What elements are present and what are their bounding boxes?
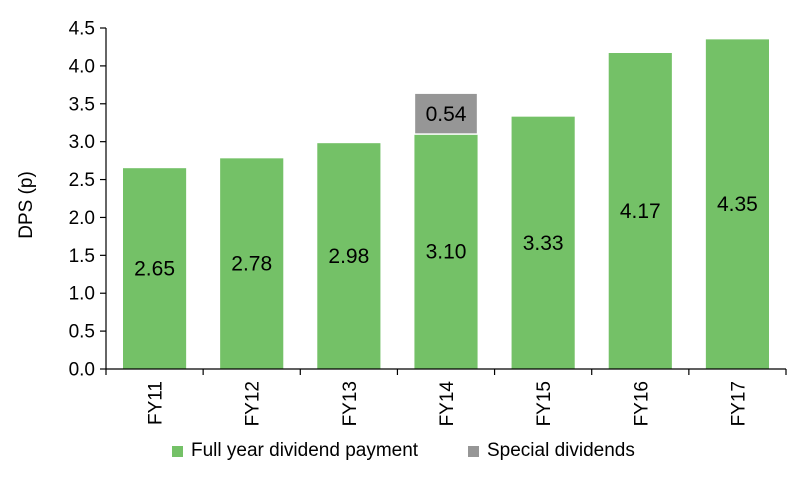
data-label: 2.98 — [328, 245, 369, 268]
y-tick-label: 1.0 — [69, 284, 95, 305]
data-label: 2.65 — [134, 258, 175, 281]
data-label: 4.35 — [717, 193, 758, 216]
legend-label: Special dividends — [487, 440, 635, 461]
data-label: 3.33 — [523, 232, 564, 255]
data-label: 3.10 — [426, 241, 467, 264]
x-tick-label: FY13 — [340, 381, 361, 426]
bar-full-year — [317, 143, 381, 369]
y-axis: 0.0 0.5 1.0 1.5 2.0 2.5 3.0 3.5 4.0 4.5 — [69, 19, 107, 381]
x-tick-label: FY16 — [631, 381, 652, 426]
y-tick-label: 2.0 — [69, 208, 95, 229]
y-tick-label: 4.0 — [69, 56, 95, 77]
legend-label: Full year dividend payment — [191, 440, 419, 461]
bar-full-year — [414, 134, 478, 369]
bar-special — [413, 92, 479, 135]
y-tick-label: 0.5 — [69, 322, 95, 343]
y-tick-label: 4.5 — [69, 19, 95, 40]
data-label: 4.17 — [620, 200, 661, 223]
bar-full-year — [123, 168, 187, 369]
x-tick-label: FY11 — [146, 381, 167, 425]
x-tick-label: FY12 — [243, 381, 264, 426]
x-tick-label: FY15 — [534, 381, 555, 426]
bar-full-year — [705, 39, 769, 369]
y-tick-label: 1.5 — [69, 246, 95, 267]
data-label: 2.78 — [231, 253, 272, 276]
y-axis-title: DPS (p) — [16, 171, 37, 239]
bar-full-year — [608, 53, 672, 370]
x-tick-label: FY14 — [437, 381, 458, 427]
bar-full-year — [220, 158, 284, 369]
legend-swatch — [172, 446, 183, 457]
x-tick-label: FY17 — [728, 381, 749, 426]
y-tick-label: 3.0 — [69, 132, 95, 153]
y-tick-label: 2.5 — [69, 170, 95, 191]
y-tick-label: 3.5 — [69, 94, 95, 115]
bar-full-year — [511, 116, 575, 369]
bars: 2.65 2.78 2.98 3.10 0.54 3.33 4.17 4.35 — [123, 39, 769, 370]
y-tick-label: 0.0 — [69, 360, 95, 381]
data-label: 0.54 — [426, 103, 467, 126]
x-axis: FY11 FY12 FY13 FY14 FY15 FY16 FY17 — [105, 368, 787, 427]
legend-swatch — [468, 446, 479, 457]
legend: Full year dividend payment Special divide… — [172, 440, 635, 461]
